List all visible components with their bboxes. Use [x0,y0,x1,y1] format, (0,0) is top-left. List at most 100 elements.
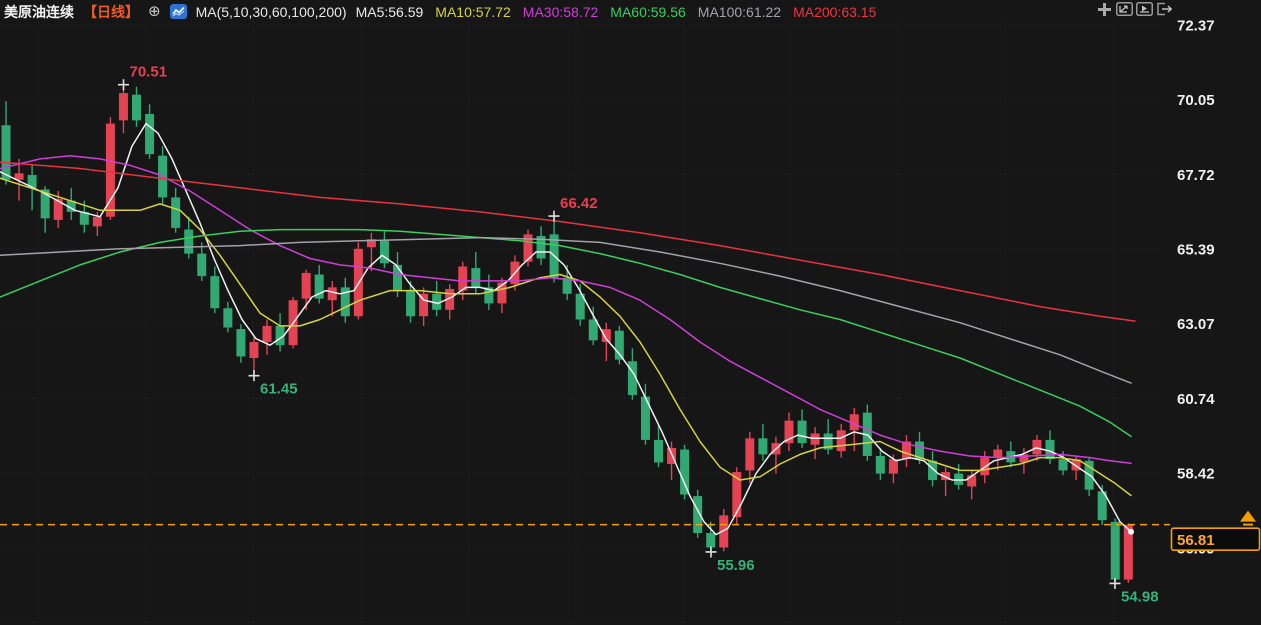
ma-line-MA5 [0,122,1134,536]
axis-tick-label: 58.42 [1177,465,1215,482]
candle[interactable] [236,324,246,363]
annotation-55.96: 55.96 [705,546,755,574]
candle[interactable] [680,444,690,500]
candle[interactable] [654,425,663,468]
candle[interactable] [14,158,24,201]
candle[interactable] [445,284,455,320]
candle[interactable] [667,441,677,481]
extreme-price-label: 55.96 [717,557,755,574]
candle[interactable] [836,423,846,458]
candle[interactable] [223,301,233,333]
candle[interactable] [406,280,416,323]
candle[interactable] [862,404,872,461]
last-price-badge[interactable]: 56.81 [1170,527,1261,551]
cross-marker-icon [248,370,260,382]
candle[interactable] [432,280,442,317]
axis-tick-label: 65.39 [1177,242,1215,259]
cross-marker-icon [705,546,717,558]
move-pane-icon[interactable] [1096,2,1113,16]
candle[interactable] [353,242,363,320]
candle[interactable] [954,463,964,490]
ma-line-MA200 [0,161,1136,322]
candle[interactable] [823,419,833,455]
candle[interactable] [132,86,141,127]
ma-parameters-label[interactable]: MA(5,10,30,60,100,200) [195,3,347,20]
annotation-70.51: 70.51 [118,64,167,91]
candle[interactable] [523,229,533,267]
playback-icon[interactable] [1136,2,1153,16]
cross-marker-icon [118,79,129,91]
annotation-66.42: 66.42 [548,195,598,222]
candle[interactable] [797,409,807,448]
exit-fullscreen-icon[interactable] [1156,2,1173,16]
candle[interactable] [901,435,911,468]
candle[interactable] [275,313,285,352]
extreme-price-label: 54.98 [1121,588,1159,605]
ma-value: MA200:63.15 [793,3,877,20]
extreme-price-label: 70.51 [130,64,168,81]
candle[interactable] [640,383,650,445]
candle[interactable] [588,306,598,346]
axis-tick-label: 63.07 [1177,316,1215,333]
candle[interactable] [197,242,207,281]
candle[interactable] [1006,441,1016,468]
candle[interactable] [536,226,546,265]
candle[interactable] [1123,523,1133,583]
candle[interactable] [810,427,820,460]
candle[interactable] [118,84,128,134]
candle[interactable] [497,277,507,314]
candle[interactable] [614,325,624,365]
candle[interactable] [171,187,181,233]
candle[interactable] [549,216,559,283]
candle[interactable] [875,447,885,481]
candle[interactable] [262,319,272,355]
period-tag[interactable]: 【日线】 [83,3,139,20]
candle[interactable] [941,467,951,497]
extreme-price-label: 66.42 [560,195,598,212]
candle[interactable] [1,101,11,185]
candle[interactable] [627,348,637,400]
candle[interactable] [745,431,755,484]
candle[interactable] [301,269,311,310]
candle[interactable] [249,337,259,376]
axis-tick-label: 60.74 [1177,391,1215,408]
candle[interactable] [210,266,220,314]
candle[interactable] [1045,430,1055,464]
candle[interactable] [327,280,337,317]
ma-value: MA30:58.72 [522,3,599,20]
candle[interactable] [784,412,794,452]
candle[interactable] [314,264,324,304]
candle[interactable] [732,467,742,525]
candle[interactable] [1110,518,1120,584]
candle[interactable] [66,187,76,220]
candle[interactable] [915,431,924,464]
ma-value: MA10:57.72 [435,3,511,20]
ma-values-readout: MA5:56.59 MA10:57.72 MA30:58.72 MA60:59.56 M… [356,4,877,20]
last-price-line [0,510,1256,526]
cross-marker-icon [548,210,560,222]
candle[interactable] [601,322,611,362]
scale-expand-icon[interactable] [1116,2,1133,16]
candle[interactable] [1019,447,1029,474]
svg-text:56.81: 56.81 [1177,532,1215,549]
candle[interactable] [379,231,389,269]
chart-type-icon[interactable] [169,4,187,19]
ma-value: MA100:61.22 [697,3,782,20]
candle[interactable] [758,423,768,461]
candle[interactable] [105,117,115,220]
candles-layer [1,84,1133,584]
ma5-end-dot [1128,528,1134,535]
axis-tick-label: 67.72 [1177,167,1215,184]
price-up-arrow-icon [1240,510,1256,526]
candle[interactable] [340,277,350,323]
add-indicator-icon[interactable]: ⊕ [148,3,161,20]
candle[interactable] [145,104,155,159]
ma-value: MA5:56.59 [355,3,424,20]
annotation-54.98: 54.98 [1109,577,1159,605]
ma-line-MA60 [0,228,1132,438]
candle[interactable] [419,287,429,326]
candle[interactable] [693,489,703,538]
symbol-title: 美原油连续 [4,3,74,20]
